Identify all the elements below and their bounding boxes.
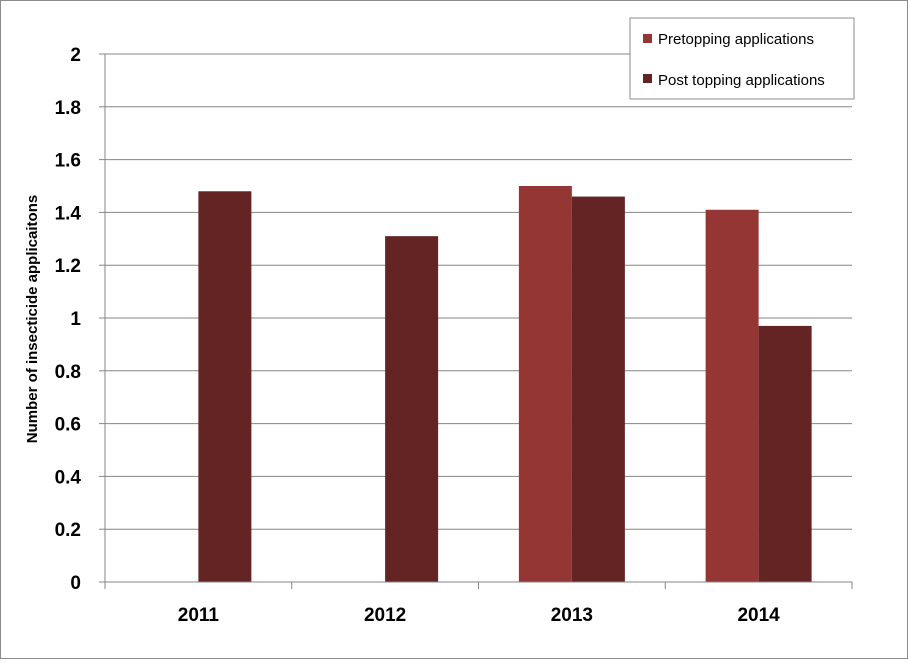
y-tick-label: 1.2 [55,256,81,277]
bar-post-topping-2011 [198,191,252,582]
y-tick-label: 0.4 [55,467,82,488]
x-tick-label: 2011 [178,605,220,626]
y-tick-label: 0.6 [55,415,81,436]
legend-swatch-pretopping [643,34,652,43]
y-tick-label: 2 [70,45,81,66]
x-tick-labels: 2011 2012 2013 2014 [178,605,780,626]
legend-swatch-post-topping [643,74,652,83]
axes [104,54,853,589]
y-tick-label: 0.8 [55,362,81,383]
legend-label-pretopping: Pretopping applications [658,31,814,48]
y-tick-label: 1 [70,309,81,330]
bar-post-topping-2012 [385,236,439,582]
legend-box [629,17,855,100]
legend-label-post-topping: Post topping applications [658,72,825,89]
bars [198,186,812,582]
bar-post-topping-2013 [571,196,625,582]
y-tick-label: 1.6 [55,151,81,172]
y-tick-label: 1.4 [55,203,82,224]
x-tick-label: 2012 [364,605,406,626]
y-tick-label: 1.8 [55,98,81,119]
y-tick-label: 0 [70,573,81,594]
legend: Pretopping applications Post topping app… [629,17,855,100]
bar-pretopping-2014 [705,209,759,582]
bar-post-topping-2014 [758,325,812,582]
y-axis-label: Number of insecticide applicaitons [24,195,41,443]
y-tick-label: 0.2 [55,520,81,541]
x-tick-label: 2013 [551,605,593,626]
bar-pretopping-2013 [518,186,572,582]
x-tick-label: 2014 [737,605,780,626]
y-tick-labels: 0 0.2 0.4 0.6 0.8 1 1.2 1.4 1.6 1.8 2 [55,45,82,594]
